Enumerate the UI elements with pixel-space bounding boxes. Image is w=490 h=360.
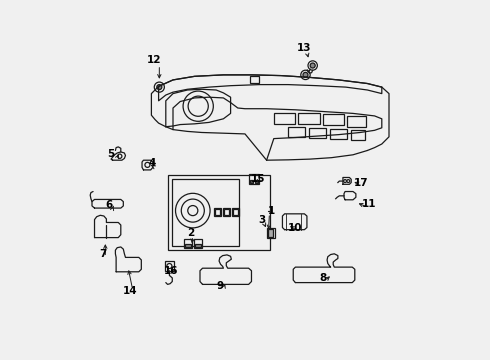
Circle shape [157,85,162,90]
Bar [165,261,174,271]
Bar [250,180,253,183]
Text: 9: 9 [217,281,224,291]
Bar [172,179,239,246]
Text: 10: 10 [288,222,302,233]
Bar [184,239,192,248]
Bar [330,129,347,139]
Bar [255,180,258,183]
Bar [298,113,320,124]
Text: 4: 4 [148,158,156,168]
Bar [185,244,191,247]
Bar [232,208,239,216]
Text: 3: 3 [259,215,266,225]
Bar [288,127,305,137]
Bar [195,244,201,247]
Bar [216,209,220,215]
Bar [323,114,344,125]
Text: 8: 8 [320,273,327,283]
Text: 6: 6 [105,200,113,210]
Bar [347,116,366,127]
Bar [250,76,259,83]
Bar [351,130,365,140]
Bar [268,228,274,238]
Bar [223,208,230,216]
Circle shape [303,72,308,77]
Text: 12: 12 [147,55,162,66]
Bar [274,113,295,124]
Text: 17: 17 [354,178,368,188]
Bar [194,239,202,248]
Bar [233,209,238,215]
Bar [168,175,270,250]
Text: 14: 14 [123,286,138,296]
Text: 11: 11 [362,199,376,210]
Bar [269,229,273,237]
Bar [224,209,229,215]
Text: 7: 7 [99,249,106,259]
Bar [215,208,221,216]
Text: 13: 13 [297,42,312,53]
Text: 15: 15 [250,174,265,184]
Text: 16: 16 [164,266,178,276]
Circle shape [310,63,315,68]
Text: 2: 2 [187,228,194,238]
Bar [248,174,259,184]
Text: 5: 5 [107,149,115,159]
Text: 1: 1 [268,206,275,216]
Bar [309,128,326,138]
